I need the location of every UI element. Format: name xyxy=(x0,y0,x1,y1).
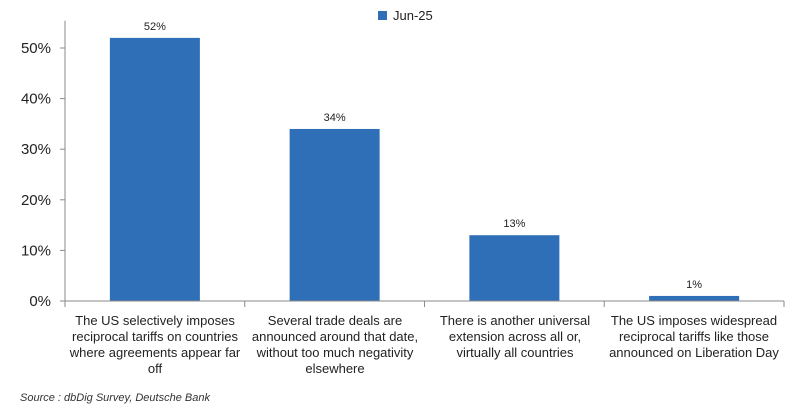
legend-label: Jun-25 xyxy=(393,8,433,23)
x-axis xyxy=(64,300,785,307)
bars: 52% 34% 13% 1% xyxy=(109,21,740,301)
y-axis: 0% 10% 20% 30% 40% 50% xyxy=(21,20,66,310)
category-label-1: The US selectively imposes reciprocal ta… xyxy=(69,313,241,376)
data-label: 34% xyxy=(324,112,346,124)
bar xyxy=(649,295,740,301)
legend-swatch xyxy=(378,11,387,20)
y-tick-label: 40% xyxy=(21,91,51,108)
bar xyxy=(109,37,200,301)
bar xyxy=(469,235,560,301)
data-label: 1% xyxy=(686,279,702,291)
y-tick-label: 20% xyxy=(21,192,51,209)
y-tick-label: 0% xyxy=(29,293,51,310)
category-label-3: There is another universal extension acr… xyxy=(439,313,591,360)
category-label-2: Several trade deals are announced around… xyxy=(251,313,419,376)
data-label: 52% xyxy=(144,21,166,33)
y-tick-label: 30% xyxy=(21,141,51,158)
bar xyxy=(289,128,380,301)
y-tick-label: 50% xyxy=(21,40,51,57)
source-note: Source : dbDig Survey, Deutsche Bank xyxy=(20,392,210,404)
y-tick-label: 10% xyxy=(21,242,51,259)
legend: Jun-25 xyxy=(378,8,433,23)
category-label-4: The US imposes widespread reciprocal tar… xyxy=(609,313,779,360)
data-label: 13% xyxy=(503,218,525,230)
